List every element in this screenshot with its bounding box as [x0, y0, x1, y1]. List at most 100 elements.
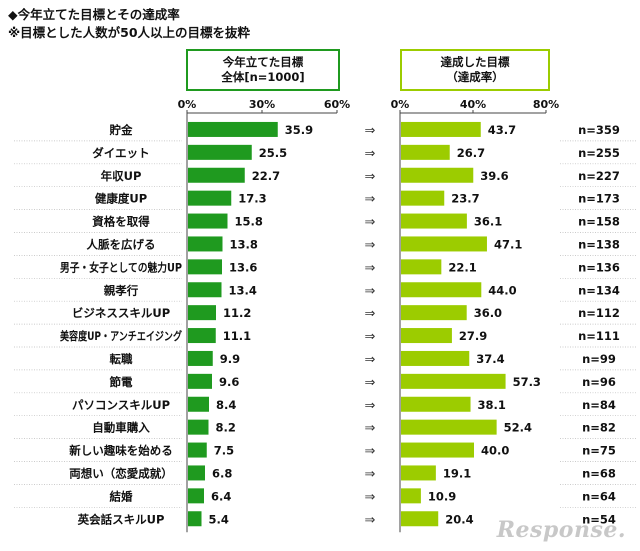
- watermark-logo: Response.: [496, 517, 626, 543]
- p2-value-label-5: 47.1: [494, 237, 522, 251]
- n-label-12: n=84: [582, 398, 616, 412]
- category-label-9: 美容度UP・アンチエイジング: [60, 329, 182, 343]
- arrow-5: ⇒: [365, 238, 376, 253]
- p1-value-label-5: 13.8: [230, 237, 258, 251]
- p2-bar-17: [401, 511, 439, 527]
- p2-value-label-2: 39.6: [480, 169, 508, 183]
- arrow-1: ⇒: [365, 146, 376, 161]
- p2-value-label-17: 20.4: [445, 512, 473, 526]
- chart-title: ◆今年立てた目標とその達成率: [8, 7, 180, 22]
- p2-bar-1: [401, 144, 450, 160]
- p2-bar-9: [401, 328, 452, 344]
- p1-value-label-10: 9.9: [220, 352, 240, 366]
- n-label-10: n=99: [582, 352, 616, 366]
- p2-bar-16: [401, 488, 421, 504]
- p1-bar-13: [188, 419, 209, 435]
- p1-value-label-3: 17.3: [238, 192, 266, 206]
- p2-tick-label-2: 80%: [533, 98, 559, 111]
- category-label-14: 新しい趣味を始める: [69, 444, 173, 458]
- category-label-4: 資格を取得: [92, 215, 150, 229]
- p1-value-label-9: 11.1: [223, 329, 251, 343]
- n-label-0: n=359: [578, 123, 620, 137]
- p2-bar-10: [401, 350, 470, 366]
- arrow-15: ⇒: [365, 467, 376, 482]
- p1-value-label-11: 9.6: [219, 375, 239, 389]
- arrow-4: ⇒: [365, 215, 376, 230]
- p1-value-label-15: 6.8: [212, 466, 232, 480]
- p1-bar-1: [188, 144, 252, 160]
- panel2-header: 達成した目標 （達成率）: [400, 49, 550, 91]
- p1-value-label-8: 11.2: [223, 306, 251, 320]
- arrow-3: ⇒: [365, 192, 376, 207]
- n-label-2: n=227: [578, 169, 620, 183]
- n-label-14: n=75: [582, 444, 616, 458]
- p1-tick-label-1: 30%: [249, 98, 275, 111]
- p2-bar-12: [401, 396, 471, 412]
- p2-bar-8: [401, 305, 467, 321]
- p2-value-label-0: 43.7: [488, 123, 516, 137]
- p2-value-label-10: 37.4: [476, 352, 504, 366]
- arrow-13: ⇒: [365, 421, 376, 436]
- n-label-3: n=173: [578, 192, 620, 206]
- category-label-2: 年収UP: [101, 169, 142, 183]
- arrow-17: ⇒: [365, 513, 376, 528]
- category-label-8: ビジネススキルUP: [72, 306, 170, 320]
- category-label-17: 英会話スキルUP: [77, 512, 165, 526]
- p2-bar-13: [401, 419, 497, 435]
- category-label-12: パソコンスキルUP: [72, 398, 170, 412]
- p2-bar-14: [401, 442, 474, 458]
- n-label-8: n=112: [578, 306, 620, 320]
- p1-bar-2: [188, 167, 245, 183]
- arrow-2: ⇒: [365, 169, 376, 184]
- p1-value-label-0: 35.9: [285, 123, 313, 137]
- arrow-10: ⇒: [365, 352, 376, 367]
- panel2-header-line2: （達成率）: [446, 70, 504, 84]
- p1-value-label-1: 25.5: [259, 146, 287, 160]
- p1-value-label-13: 8.2: [216, 421, 236, 435]
- n-label-4: n=158: [578, 215, 620, 229]
- p1-tick-label-2: 60%: [324, 98, 350, 111]
- p1-value-label-2: 22.7: [252, 169, 280, 183]
- arrow-16: ⇒: [365, 490, 376, 505]
- p2-bar-7: [401, 282, 482, 298]
- p1-bar-3: [188, 190, 232, 206]
- p2-bar-6: [401, 259, 442, 275]
- arrow-9: ⇒: [365, 330, 376, 345]
- p2-bar-0: [401, 121, 481, 137]
- p2-bar-4: [401, 213, 467, 229]
- panel1-header: 今年立てた目標 全体[n=1000]: [186, 49, 340, 91]
- n-label-13: n=82: [582, 421, 616, 435]
- category-label-13: 自動車購入: [92, 421, 150, 435]
- p1-value-label-7: 13.4: [229, 283, 257, 297]
- category-label-7: 親孝行: [104, 283, 139, 297]
- p1-bar-15: [188, 465, 205, 481]
- p1-bar-12: [188, 396, 209, 412]
- arrow-11: ⇒: [365, 375, 376, 390]
- n-label-11: n=96: [582, 375, 616, 389]
- p1-bar-8: [188, 305, 216, 321]
- p1-bar-6: [188, 259, 222, 275]
- p2-value-label-7: 44.0: [488, 283, 516, 297]
- p2-value-label-16: 10.9: [428, 489, 456, 503]
- n-label-17: n=54: [582, 512, 616, 526]
- p1-bar-9: [188, 328, 216, 344]
- category-label-5: 人脈を広げる: [87, 237, 156, 251]
- p1-value-label-14: 7.5: [214, 444, 234, 458]
- p2-value-label-6: 22.1: [448, 260, 476, 274]
- p1-value-label-17: 5.4: [209, 512, 229, 526]
- p1-value-label-4: 15.8: [235, 215, 263, 229]
- p1-bar-16: [188, 488, 204, 504]
- p2-bar-11: [401, 373, 506, 389]
- category-label-6: 男子・女子としての魅力UP: [60, 260, 182, 274]
- n-label-15: n=68: [582, 466, 616, 480]
- p2-tick-label-0: 0%: [391, 98, 410, 111]
- panel2-header-line1: 達成した目標: [440, 55, 510, 69]
- p1-tick-label-0: 0%: [178, 98, 197, 111]
- p1-bar-5: [188, 236, 223, 252]
- chart-subtitle: ※目標とした人数が50人以上の目標を抜粋: [8, 25, 251, 40]
- p1-bar-17: [188, 511, 202, 527]
- p2-value-label-14: 40.0: [481, 444, 509, 458]
- category-label-11: 節電: [109, 375, 133, 389]
- n-label-6: n=136: [578, 260, 620, 274]
